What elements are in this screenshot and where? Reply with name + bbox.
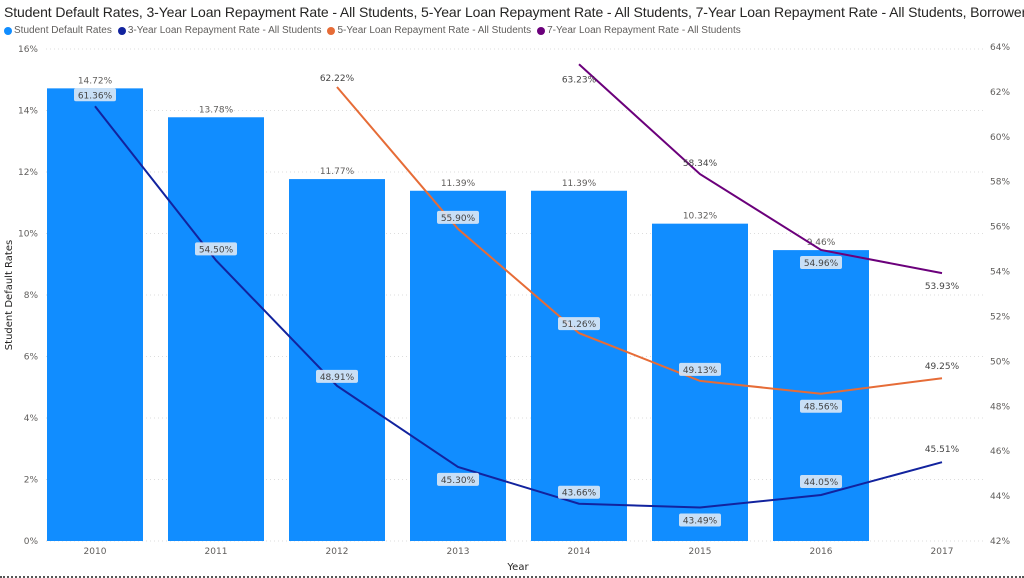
legend-marker [537, 26, 546, 35]
bar-data-label: 9.46% [807, 238, 836, 248]
y-tick-label: 8% [24, 291, 39, 301]
y-tick-label: 16% [18, 45, 38, 55]
data-label-box [800, 255, 842, 269]
line-data-label: 49.13% [683, 366, 718, 376]
line-data-label: 43.66% [562, 489, 597, 499]
y-tick-label: 0% [24, 537, 39, 547]
y-tick-label: 2% [24, 476, 39, 486]
bar-data-label: 11.77% [320, 167, 355, 177]
series-line [578, 63, 943, 275]
chart-title: Student Default Rates, 3-Year Loan Repay… [4, 4, 1024, 20]
y2-tick-label: 50% [990, 357, 1010, 367]
series-line [336, 86, 943, 395]
data-label-box [437, 210, 479, 224]
x-tick-label: 2017 [931, 547, 954, 557]
line-data-label: 45.51% [925, 445, 960, 455]
legend-label: 7-Year Loan Repayment Rate - All Student… [547, 25, 741, 36]
x-tick-label: 2016 [810, 547, 833, 557]
line-data-label: 43.49% [683, 517, 718, 527]
bar-data-label: 11.39% [441, 179, 476, 189]
bar [289, 179, 385, 541]
data-label-box [74, 88, 116, 102]
legend-item-7yr[interactable]: 7-Year Loan Repayment Rate - All Student… [537, 25, 741, 36]
legend-label: Student Default Rates [14, 25, 112, 36]
y2-tick-label: 48% [990, 402, 1010, 412]
line-data-label: 61.36% [78, 91, 113, 101]
line-data-label: 55.90% [441, 214, 476, 224]
x-tick-label: 2011 [205, 547, 228, 557]
bottom-border [0, 576, 1024, 578]
legend: Student Default Rates 3-Year Loan Repaym… [4, 25, 741, 36]
data-label-box [800, 399, 842, 413]
x-tick-label: 2010 [84, 547, 107, 557]
data-label-box [800, 474, 842, 488]
y-tick-label: 12% [18, 168, 38, 178]
data-label-box [679, 362, 721, 376]
bar [531, 190, 627, 541]
data-label-box [437, 472, 479, 486]
y2-tick-label: 56% [990, 223, 1010, 233]
y-tick-label: 6% [24, 353, 39, 363]
line-data-label: 54.96% [804, 259, 839, 269]
bar [410, 190, 506, 541]
data-label-box [195, 242, 237, 256]
legend-marker [4, 26, 12, 35]
legend-marker [327, 26, 336, 35]
y2-tick-label: 44% [990, 492, 1010, 502]
y-tick-label: 10% [18, 230, 38, 240]
y-axis-title: Student Default Rates [4, 240, 15, 350]
y-tick-label: 14% [18, 107, 38, 117]
data-label-box [558, 485, 600, 499]
line-data-label: 45.30% [441, 476, 476, 486]
line-data-label: 62.22% [320, 74, 355, 84]
line-data-label: 51.26% [562, 320, 597, 330]
legend-item-5yr[interactable]: 5-Year Loan Repayment Rate - All Student… [327, 25, 531, 36]
x-tick-label: 2014 [568, 547, 591, 557]
y2-tick-label: 46% [990, 447, 1010, 457]
data-label-box [316, 369, 358, 383]
line-data-label: 48.91% [320, 373, 355, 383]
bar [773, 250, 869, 542]
legend-label: 3-Year Loan Repayment Rate - All Student… [127, 25, 322, 36]
bar-data-label: 14.72% [78, 76, 113, 86]
line-data-label: 48.56% [804, 403, 839, 413]
data-label-box [679, 513, 721, 527]
legend-label: 5-Year Loan Repayment Rate - All Student… [337, 25, 532, 36]
y2-tick-label: 52% [990, 312, 1010, 322]
y-tick-label: 4% [24, 414, 39, 424]
legend-item-3yr[interactable]: 3-Year Loan Repayment Rate - All Student… [117, 25, 322, 36]
y2-tick-label: 54% [990, 268, 1010, 278]
bar-data-label: 13.78% [199, 105, 234, 115]
bar [47, 88, 143, 542]
y2-tick-label: 62% [990, 88, 1010, 98]
line-data-label: 44.05% [804, 478, 839, 488]
x-tick-label: 2015 [689, 547, 712, 557]
y2-tick-label: 42% [990, 537, 1010, 547]
line-data-label: 54.50% [199, 245, 234, 255]
bar [168, 117, 264, 541]
bar-data-label: 11.39% [562, 179, 597, 189]
legend-marker [117, 26, 126, 35]
x-axis-title: Year [506, 562, 529, 573]
line-data-label: 49.25% [925, 362, 960, 372]
bar-data-label: 10.32% [683, 212, 718, 222]
line-data-label: 53.93% [925, 282, 960, 292]
legend-item-default-rates[interactable]: Student Default Rates [4, 25, 112, 36]
bar [652, 223, 748, 541]
line-data-label: 58.34% [683, 159, 718, 169]
data-label-box [558, 317, 600, 331]
y2-tick-label: 58% [990, 178, 1010, 188]
x-tick-label: 2012 [326, 547, 349, 557]
line-data-label: 63.23% [562, 75, 597, 85]
series-line [94, 105, 943, 509]
x-tick-label: 2013 [447, 547, 470, 557]
y2-tick-label: 60% [990, 133, 1010, 143]
y2-tick-label: 64% [990, 43, 1010, 53]
